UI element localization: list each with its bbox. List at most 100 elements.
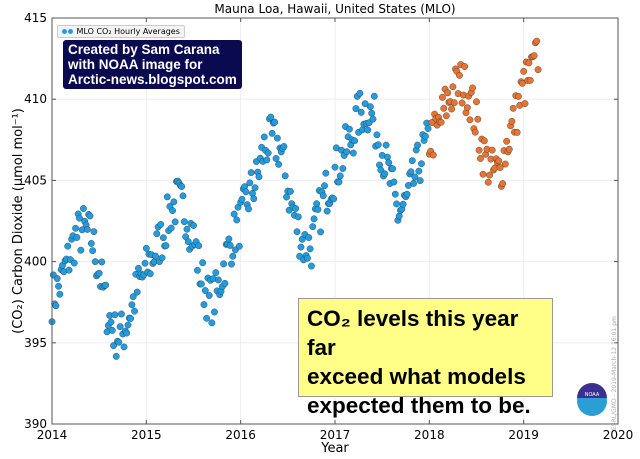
data-point <box>280 143 288 150</box>
data-point <box>463 104 471 112</box>
data-point <box>197 280 205 288</box>
x-tick-label: 2015 <box>131 428 162 442</box>
data-point <box>55 282 62 290</box>
data-point <box>499 180 507 188</box>
data-point <box>201 287 209 294</box>
data-point <box>179 192 187 200</box>
data-point <box>411 173 419 181</box>
noaa-logo-icon <box>577 383 607 398</box>
data-point <box>184 238 192 246</box>
data-point <box>458 99 466 107</box>
data-point <box>395 212 403 220</box>
data-point <box>356 89 364 97</box>
data-point <box>331 163 339 171</box>
data-point <box>212 269 220 276</box>
y-tick-label: 410 <box>24 92 47 106</box>
data-point <box>305 234 313 241</box>
data-point <box>471 128 479 136</box>
data-point <box>273 134 281 142</box>
data-point <box>118 310 125 318</box>
chart-title: Mauna Loa, Hawaii, United States (MLO) <box>214 2 455 16</box>
y-tick-label: 415 <box>24 11 47 25</box>
data-point <box>250 195 258 203</box>
data-point <box>272 155 280 162</box>
data-point <box>275 160 283 168</box>
data-point <box>297 243 305 251</box>
data-point <box>98 258 106 266</box>
data-point <box>351 137 359 145</box>
data-point <box>381 170 389 178</box>
data-point <box>321 182 328 190</box>
data-point <box>131 307 138 315</box>
data-point <box>72 224 79 232</box>
data-point <box>410 180 418 187</box>
data-point <box>335 178 343 186</box>
data-point <box>319 192 327 200</box>
credit-line: Created by Sam Carana <box>68 42 220 57</box>
data-point <box>90 228 98 236</box>
data-point <box>208 319 216 327</box>
data-point <box>205 292 213 299</box>
data-point <box>440 104 448 112</box>
x-tick-label: 2017 <box>320 428 351 442</box>
data-point <box>76 214 83 222</box>
data-point <box>64 242 72 250</box>
data-point <box>120 343 128 351</box>
y-tick-label: 400 <box>24 255 47 269</box>
data-point <box>52 302 60 310</box>
data-point <box>235 242 243 250</box>
data-point <box>53 275 61 282</box>
data-point <box>169 207 176 215</box>
data-point <box>170 198 178 206</box>
data-point <box>178 183 186 190</box>
data-point <box>292 205 300 212</box>
data-point <box>281 172 289 180</box>
data-point <box>466 116 474 124</box>
data-point <box>399 200 407 208</box>
data-point <box>135 264 142 272</box>
data-point <box>486 171 494 179</box>
data-point <box>108 326 116 334</box>
data-point <box>503 137 511 145</box>
data-point <box>226 242 234 249</box>
y-axis-label: (CO₂) Carbon Dioxide (μmol mol⁻¹) <box>11 108 26 334</box>
data-point <box>444 89 452 97</box>
data-point <box>260 133 268 141</box>
data-point <box>304 254 311 262</box>
data-point <box>247 169 255 177</box>
data-point <box>157 220 165 228</box>
data-point <box>393 200 400 208</box>
x-tick-label: 2014 <box>37 428 68 442</box>
data-point <box>389 165 397 173</box>
data-point <box>366 103 374 111</box>
data-point <box>480 137 488 145</box>
data-point <box>330 195 338 203</box>
data-point <box>477 155 484 162</box>
data-point <box>238 195 246 203</box>
annotation-line: expected them to be. <box>307 393 531 418</box>
data-point <box>384 153 391 161</box>
data-point <box>77 246 85 254</box>
data-point <box>461 63 469 70</box>
data-point <box>271 118 279 126</box>
data-point <box>89 247 97 255</box>
data-point <box>513 128 521 136</box>
data-point <box>200 301 208 308</box>
data-point <box>368 109 376 117</box>
data-point <box>128 301 136 309</box>
data-point <box>163 193 171 201</box>
data-point <box>439 93 446 101</box>
legend-marker <box>68 29 73 34</box>
data-point <box>283 193 290 201</box>
credit-line: Arctic-news.blogspot.com <box>68 72 237 87</box>
data-point <box>65 266 73 274</box>
data-point <box>199 259 207 267</box>
noaa-logo-text: NOAA <box>585 392 600 398</box>
data-point <box>268 129 276 137</box>
data-point <box>142 244 150 252</box>
annotation-line: exceed what models <box>307 364 526 389</box>
data-point <box>408 157 416 165</box>
data-point <box>374 141 382 149</box>
data-point <box>167 224 175 232</box>
data-point <box>293 228 301 236</box>
